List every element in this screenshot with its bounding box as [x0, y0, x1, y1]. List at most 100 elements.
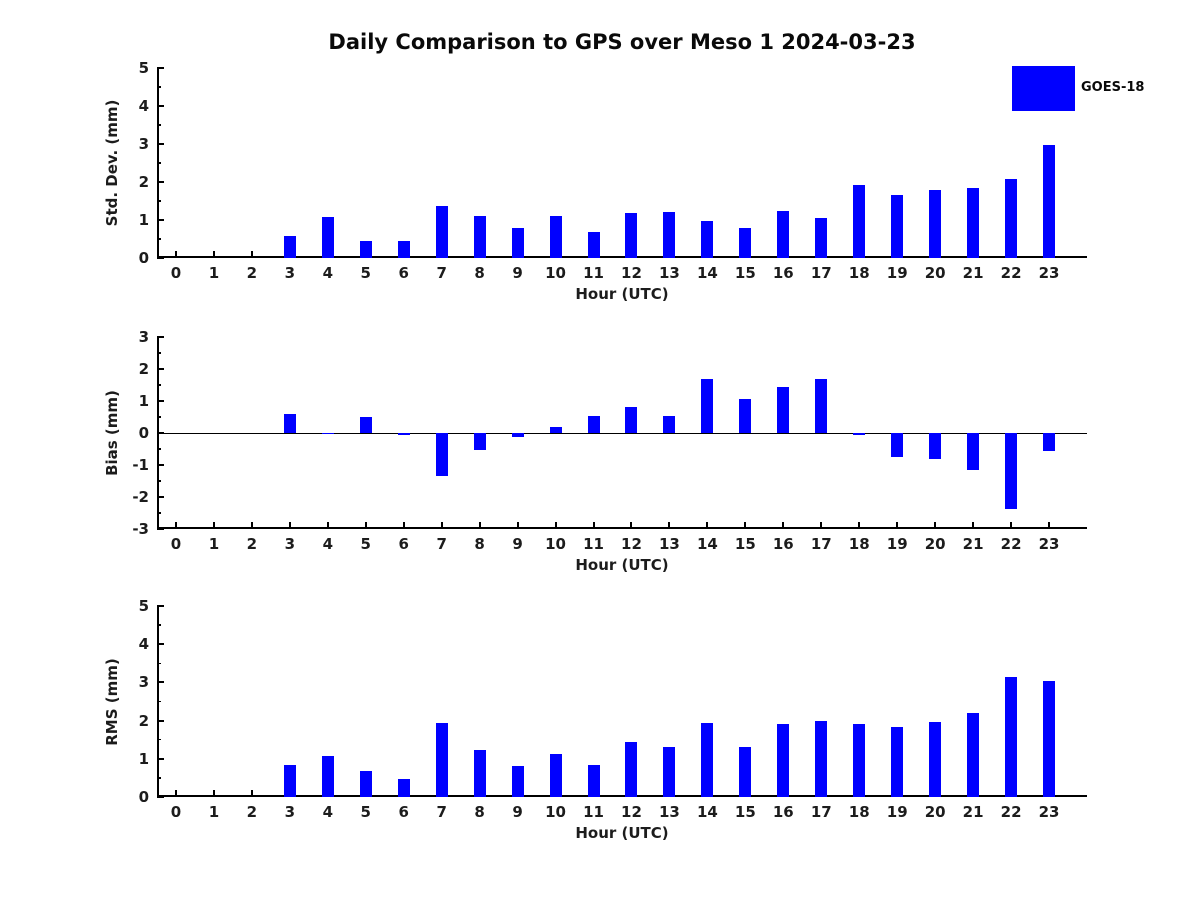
- y-major-tick: [157, 528, 164, 530]
- x-tick-label: 0: [170, 264, 182, 282]
- y-major-tick: [157, 432, 164, 434]
- bar-rms-h19: [891, 727, 904, 797]
- x-tick-label: 8: [474, 535, 485, 553]
- y-minor-tick: [157, 738, 161, 741]
- y-minor-tick: [157, 86, 161, 88]
- x-major-tick: [1010, 522, 1013, 529]
- y-minor-tick: [157, 200, 161, 202]
- y-major-tick: [157, 464, 164, 466]
- x-tick-label: 11: [583, 535, 604, 553]
- x-tick-label: 14: [696, 803, 718, 821]
- x-axis-label: Hour (UTC): [575, 824, 669, 842]
- x-major-tick: [212, 251, 215, 258]
- x-tick-label: 16: [772, 535, 794, 553]
- bar-bias-h17: [815, 378, 828, 433]
- y-major-tick: [157, 143, 164, 145]
- x-tick-label: 13: [659, 264, 680, 282]
- bar-bias-h18: [853, 433, 866, 436]
- x-major-tick: [972, 522, 975, 529]
- x-tick-label: 9: [512, 803, 523, 821]
- x-major-tick: [212, 522, 215, 529]
- x-tick-label: 11: [583, 803, 604, 821]
- x-tick-label: 18: [848, 264, 870, 282]
- y-minor-tick: [157, 416, 161, 418]
- y-minor-tick: [157, 624, 161, 626]
- y-tick-label: 1: [138, 211, 149, 229]
- bar-rms-h7: [435, 722, 448, 797]
- y-tick-label: 4: [138, 635, 149, 654]
- x-tick-label: 15: [734, 535, 756, 553]
- y-tick-label: 3: [138, 673, 149, 692]
- bar-bias-h3: [283, 413, 296, 433]
- x-tick-label: 9: [512, 264, 523, 282]
- x-tick-label: 5: [360, 535, 371, 553]
- bar-std-dev-h5: [359, 241, 372, 258]
- bar-std-dev-h20: [929, 190, 942, 258]
- x-major-tick: [516, 522, 519, 529]
- legend-swatch-goes18: [1012, 66, 1075, 111]
- bar-std-dev-h15: [739, 227, 752, 258]
- bar-bias-h21: [967, 433, 980, 471]
- x-major-tick: [326, 522, 329, 529]
- x-major-tick: [440, 522, 443, 529]
- x-tick-label: 18: [848, 535, 870, 553]
- x-tick-label: 13: [659, 803, 680, 821]
- x-tick-label: 11: [583, 264, 604, 282]
- y-axis-label: Std. Dev. (mm): [103, 99, 121, 227]
- bar-rms-h6: [397, 779, 410, 797]
- bar-std-dev-h10: [549, 216, 562, 258]
- bar-bias-h7: [435, 433, 448, 477]
- x-tick-label: 1: [208, 264, 220, 282]
- x-tick-label: 7: [436, 535, 447, 553]
- y-major-tick: [157, 336, 164, 338]
- y-major-tick: [157, 368, 164, 370]
- y-tick-label: 2: [138, 360, 149, 378]
- bar-rms-h15: [739, 746, 752, 797]
- bar-bias-h12: [625, 406, 638, 433]
- y-tick-label: -2: [132, 488, 149, 506]
- y-minor-tick: [157, 777, 161, 779]
- bar-std-dev-h14: [701, 221, 714, 258]
- y-major-tick: [157, 605, 164, 607]
- x-tick-label: 16: [772, 264, 794, 282]
- bar-std-dev-h18: [853, 184, 866, 258]
- bar-std-dev-h16: [777, 210, 790, 258]
- bar-std-dev-h17: [815, 218, 828, 258]
- x-tick-label: 19: [886, 803, 908, 821]
- x-tick-label: 4: [322, 803, 334, 821]
- x-tick-label: 22: [1000, 803, 1022, 821]
- x-tick-label: 13: [659, 535, 680, 553]
- x-major-tick: [858, 522, 861, 529]
- x-tick-label: 2: [246, 535, 258, 553]
- x-major-tick: [934, 522, 937, 529]
- y-major-tick: [157, 643, 164, 646]
- y-minor-tick: [157, 700, 161, 703]
- x-major-tick: [212, 790, 215, 797]
- x-major-tick: [630, 522, 633, 529]
- bar-std-dev-h19: [891, 195, 904, 258]
- bar-std-dev-h7: [435, 205, 448, 258]
- x-tick-label: 20: [924, 803, 946, 821]
- bar-std-dev-h3: [283, 236, 296, 258]
- x-major-tick: [478, 522, 481, 529]
- bar-std-dev-h8: [473, 216, 486, 258]
- y-minor-tick: [157, 162, 161, 164]
- bar-bias-h14: [701, 378, 714, 433]
- bar-bias-h8: [473, 433, 486, 450]
- x-major-tick: [250, 251, 253, 258]
- x-tick-label: 10: [545, 803, 566, 821]
- legend-label-goes18: GOES-18: [1081, 80, 1145, 95]
- bar-bias-h16: [777, 387, 790, 433]
- bar-rms-h13: [663, 746, 676, 797]
- x-major-tick: [554, 522, 557, 529]
- y-minor-tick: [157, 384, 161, 386]
- x-major-tick: [364, 522, 367, 529]
- x-tick-label: 14: [696, 264, 718, 282]
- bar-rms-h21: [967, 712, 980, 797]
- x-tick-label: 0: [170, 535, 182, 553]
- x-major-tick: [592, 522, 595, 529]
- x-tick-label: 8: [474, 803, 485, 821]
- bar-rms-h14: [701, 722, 714, 797]
- bar-rms-h20: [929, 721, 942, 797]
- x-axis-spine: [157, 527, 1087, 529]
